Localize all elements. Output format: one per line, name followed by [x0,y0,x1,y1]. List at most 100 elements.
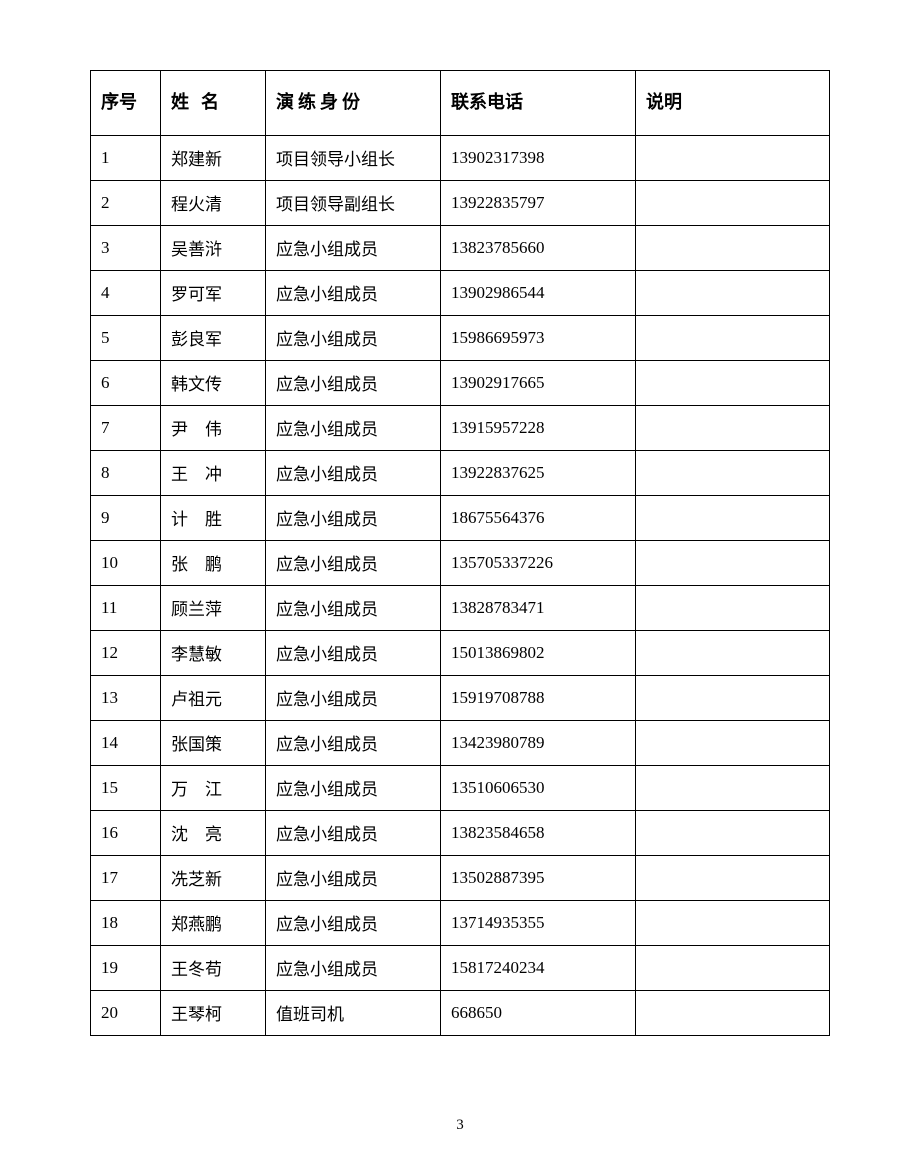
cell-phone: 13502887395 [441,855,636,900]
cell-name: 尹 伟 [161,405,266,450]
cell-seq: 3 [91,225,161,270]
cell-role: 应急小组成员 [266,855,441,900]
cell-phone: 13510606530 [441,765,636,810]
table-row: 6韩文传应急小组成员13902917665 [91,360,830,405]
cell-seq: 1 [91,135,161,180]
cell-role: 应急小组成员 [266,900,441,945]
cell-phone: 15013869802 [441,630,636,675]
cell-role: 项目领导小组长 [266,135,441,180]
cell-name: 冼芝新 [161,855,266,900]
cell-phone: 13922837625 [441,450,636,495]
cell-role: 应急小组成员 [266,225,441,270]
cell-name: 卢祖元 [161,675,266,720]
cell-role: 应急小组成员 [266,360,441,405]
cell-phone: 15817240234 [441,945,636,990]
cell-name: 张 鹏 [161,540,266,585]
cell-role: 应急小组成员 [266,405,441,450]
cell-seq: 2 [91,180,161,225]
cell-name: 程火清 [161,180,266,225]
cell-phone: 13902986544 [441,270,636,315]
cell-note [636,315,830,360]
table-row: 13卢祖元应急小组成员15919708788 [91,675,830,720]
table-row: 2程火清项目领导副组长13922835797 [91,180,830,225]
header-seq: 序号 [91,71,161,136]
table-row: 12李慧敏应急小组成员15013869802 [91,630,830,675]
cell-name: 计 胜 [161,495,266,540]
cell-role: 应急小组成员 [266,450,441,495]
cell-seq: 14 [91,720,161,765]
cell-name: 吴善浒 [161,225,266,270]
cell-seq: 5 [91,315,161,360]
table-row: 1郑建新项目领导小组长13902317398 [91,135,830,180]
cell-role: 项目领导副组长 [266,180,441,225]
cell-note [636,585,830,630]
cell-phone: 13915957228 [441,405,636,450]
cell-note [636,495,830,540]
cell-seq: 4 [91,270,161,315]
cell-seq: 18 [91,900,161,945]
table-row: 20王琴柯值班司机668650 [91,990,830,1035]
cell-name: 王冬苟 [161,945,266,990]
cell-phone: 13902317398 [441,135,636,180]
cell-role: 应急小组成员 [266,675,441,720]
table-header-row: 序号 姓名 演练身份 联系电话 说明 [91,71,830,136]
cell-seq: 10 [91,540,161,585]
cell-note [636,945,830,990]
cell-role: 应急小组成员 [266,720,441,765]
cell-role: 应急小组成员 [266,495,441,540]
cell-phone: 13823584658 [441,810,636,855]
header-note: 说明 [636,71,830,136]
cell-name: 彭良军 [161,315,266,360]
header-name: 姓名 [161,71,266,136]
cell-name: 罗可军 [161,270,266,315]
cell-seq: 8 [91,450,161,495]
cell-note [636,225,830,270]
table-row: 15万 江应急小组成员13510606530 [91,765,830,810]
cell-note [636,720,830,765]
page-number: 3 [0,1117,920,1134]
cell-role: 应急小组成员 [266,270,441,315]
cell-phone: 18675564376 [441,495,636,540]
cell-seq: 13 [91,675,161,720]
table-body: 1郑建新项目领导小组长139023173982程火清项目领导副组长1392283… [91,135,830,1035]
cell-note [636,765,830,810]
cell-role: 应急小组成员 [266,585,441,630]
table-row: 4罗可军应急小组成员13902986544 [91,270,830,315]
cell-note [636,900,830,945]
table-row: 17冼芝新应急小组成员13502887395 [91,855,830,900]
table-row: 7尹 伟应急小组成员13915957228 [91,405,830,450]
cell-role: 应急小组成员 [266,765,441,810]
cell-seq: 12 [91,630,161,675]
cell-seq: 15 [91,765,161,810]
table-row: 16沈 亮应急小组成员13823584658 [91,810,830,855]
cell-note [636,450,830,495]
cell-note [636,405,830,450]
table-row: 18郑燕鹏应急小组成员13714935355 [91,900,830,945]
cell-note [636,135,830,180]
cell-role: 应急小组成员 [266,540,441,585]
cell-phone: 135705337226 [441,540,636,585]
header-role: 演练身份 [266,71,441,136]
cell-role: 应急小组成员 [266,810,441,855]
cell-name: 韩文传 [161,360,266,405]
cell-seq: 6 [91,360,161,405]
cell-name: 沈 亮 [161,810,266,855]
cell-phone: 13828783471 [441,585,636,630]
cell-seq: 20 [91,990,161,1035]
table-row: 9计 胜应急小组成员18675564376 [91,495,830,540]
cell-note [636,360,830,405]
personnel-table: 序号 姓名 演练身份 联系电话 说明 1郑建新项目领导小组长1390231739… [90,70,830,1036]
table-row: 11顾兰萍应急小组成员13828783471 [91,585,830,630]
cell-seq: 7 [91,405,161,450]
table-row: 19王冬苟应急小组成员15817240234 [91,945,830,990]
cell-note [636,990,830,1035]
cell-name: 王 冲 [161,450,266,495]
cell-name: 郑燕鹏 [161,900,266,945]
table-row: 8王 冲应急小组成员13922837625 [91,450,830,495]
cell-name: 万 江 [161,765,266,810]
cell-seq: 11 [91,585,161,630]
cell-phone: 668650 [441,990,636,1035]
cell-note [636,540,830,585]
cell-seq: 16 [91,810,161,855]
cell-role: 应急小组成员 [266,315,441,360]
